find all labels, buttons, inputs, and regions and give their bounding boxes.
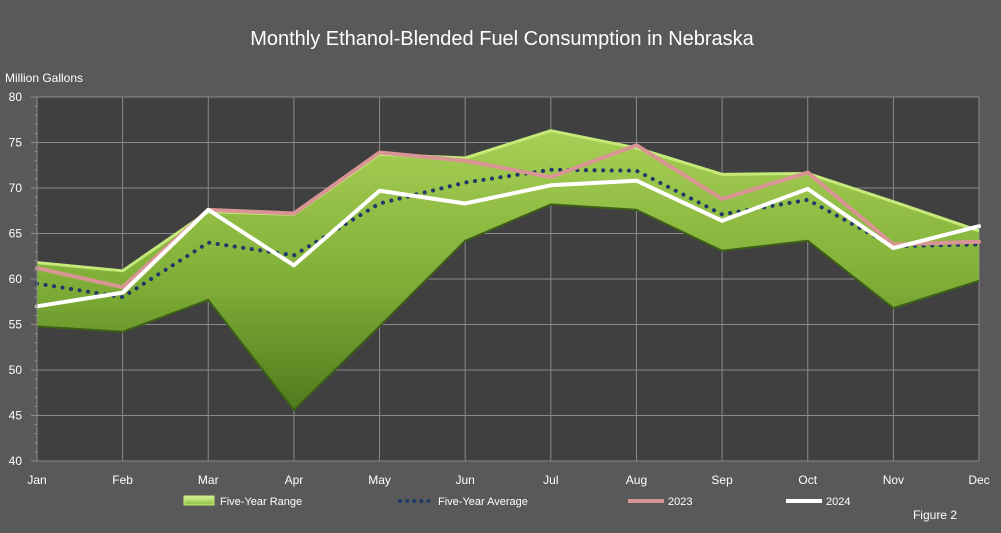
legend-label-2024: 2024 (826, 496, 850, 508)
axes: 40 45 50 55 60 65 70 75 80 Jan Feb Mar Apr May Jun Jul A… (9, 90, 990, 487)
y-tick-label: 55 (9, 318, 23, 332)
legend-label-five-year-average: Five-Year Average (438, 496, 528, 508)
series-2024-line (35, 178, 981, 309)
y-tick-label: 80 (9, 90, 23, 104)
series-lines (35, 143, 981, 309)
five-year-average-line (35, 167, 981, 300)
x-tick-label: Jul (543, 473, 558, 487)
x-tick-label: Feb (112, 473, 133, 487)
legend-label-five-year-range: Five-Year Range (220, 496, 302, 508)
y-tick-label: 65 (9, 227, 23, 241)
y-tick-label: 60 (9, 272, 23, 286)
chart-title: Monthly Ethanol-Blended Fuel Consumption… (250, 28, 754, 50)
y-tick-label: 40 (9, 454, 23, 468)
x-tick-label: Sep (711, 473, 733, 487)
y-tick-label: 50 (9, 363, 23, 377)
legend-label-2023: 2023 (668, 496, 692, 508)
y-tick-label: 75 (9, 136, 23, 150)
y-axis-label: Million Gallons (5, 71, 83, 85)
x-tick-label: Oct (798, 473, 817, 487)
y-tick-label: 70 (9, 181, 23, 195)
legend: Five-Year Range Five-Year Average 2023 2024 (183, 495, 850, 508)
figure-label: Figure 2 (913, 508, 957, 522)
five-year-range-low-edge (36, 203, 980, 412)
x-tick-label: Jun (456, 473, 475, 487)
x-tick-label: Mar (198, 473, 219, 487)
five-year-range-band (37, 130, 979, 411)
legend-swatch-five-year-range (183, 495, 215, 506)
x-tick-label: Dec (968, 473, 989, 487)
y-tick-label: 45 (9, 409, 23, 423)
x-tick-label: Nov (883, 473, 904, 487)
x-tick-label: May (368, 473, 391, 487)
x-tick-label: Jan (27, 473, 46, 487)
x-tick-label: Aug (626, 473, 647, 487)
x-tick-label: Apr (285, 473, 304, 487)
